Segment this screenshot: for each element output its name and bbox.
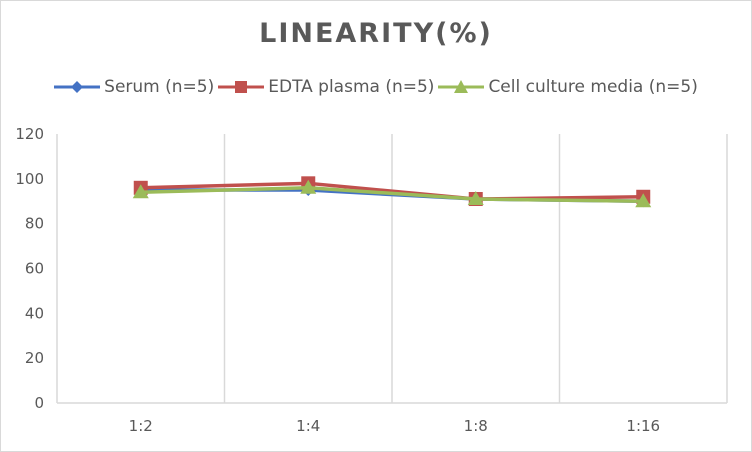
square-marker-icon [218,81,265,93]
y-tick-label: 120 [15,125,44,143]
chart-legend: Serum (n=5) EDTA plasma (n=5) Cell cultu… [0,77,752,97]
y-tick-label: 20 [25,349,44,367]
x-tick-label: 1:4 [296,417,320,435]
triangle-marker-icon [635,193,652,208]
x-tick-label: 1:16 [626,417,660,435]
legend-item-serum: Serum (n=5) [54,77,214,97]
x-tick-label: 1:2 [129,417,153,435]
triangle-marker-icon [132,184,149,199]
y-tick-label: 100 [15,170,44,188]
series-line [140,186,644,203]
y-tick-label: 60 [25,260,44,278]
triangle-marker-icon [438,80,485,93]
x-tick-label: 1:8 [464,417,488,435]
y-tick-label: 40 [25,304,44,322]
y-tick-label: 0 [34,394,44,412]
legend-label: Serum (n=5) [104,77,215,97]
y-tick-label: 80 [25,215,44,233]
chart-title: LINEARITY(%) [259,18,493,49]
triangle-marker-icon [300,179,317,194]
legend-label: EDTA plasma (n=5) [268,77,435,97]
legend-item-edta-plasma: EDTA plasma (n=5) [218,77,434,97]
series-line [140,181,644,201]
diamond-marker-icon [54,81,101,93]
legend-item-cell-culture-media: Cell culture media (n=5) [438,77,698,97]
legend-label: Cell culture media (n=5) [488,77,698,97]
triangle-marker-icon [467,191,484,206]
